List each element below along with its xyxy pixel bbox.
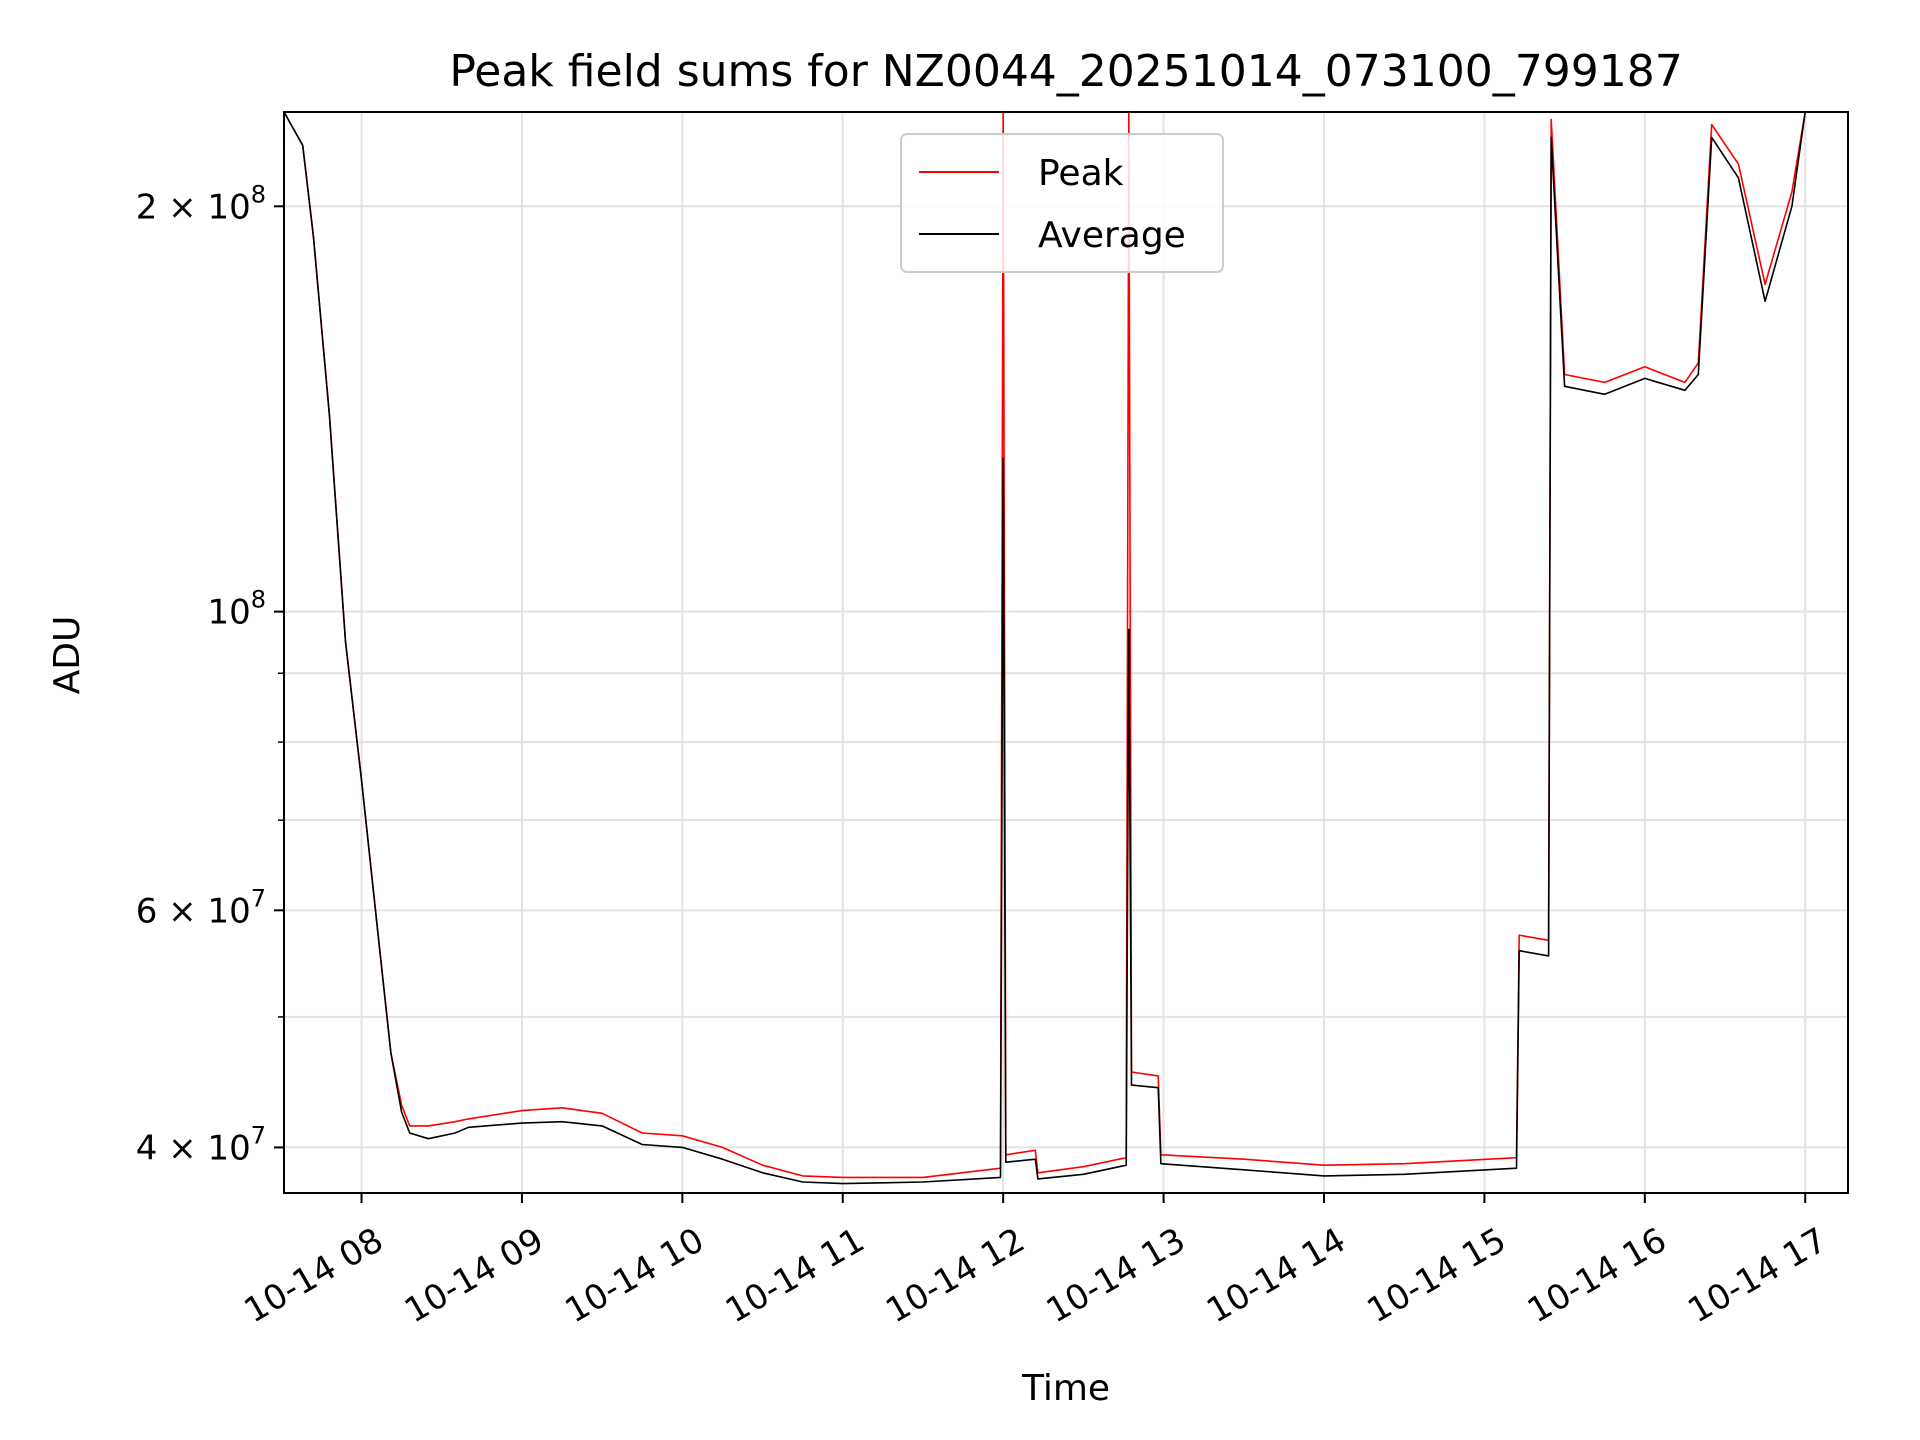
- legend-box: [900, 133, 1224, 273]
- plot-series: [283, 111, 1806, 1185]
- chart-title: Peak field sums for NZ0044_20251014_0731…: [449, 46, 1682, 97]
- y-axis-label: ADU: [47, 616, 88, 695]
- y-tick-label: 4 × 107: [136, 1121, 266, 1168]
- series-line-average: [283, 111, 1806, 1185]
- plot-frame: [283, 111, 1849, 1194]
- y-tick-label: 6 × 107: [136, 884, 266, 931]
- legend-label-peak: Peak: [1038, 153, 1124, 194]
- y-tick-exponent: 8: [251, 180, 266, 208]
- legend-label-average: Average: [1038, 215, 1186, 256]
- x-axis-label: Time: [1021, 1368, 1110, 1409]
- y-tick-label: 2 × 108: [136, 180, 266, 227]
- legend: Peak Average: [900, 133, 1224, 273]
- y-tick-exponent: 7: [251, 1121, 266, 1149]
- y-tick-exponent: 8: [251, 586, 266, 614]
- y-tick-exponent: 7: [251, 884, 266, 912]
